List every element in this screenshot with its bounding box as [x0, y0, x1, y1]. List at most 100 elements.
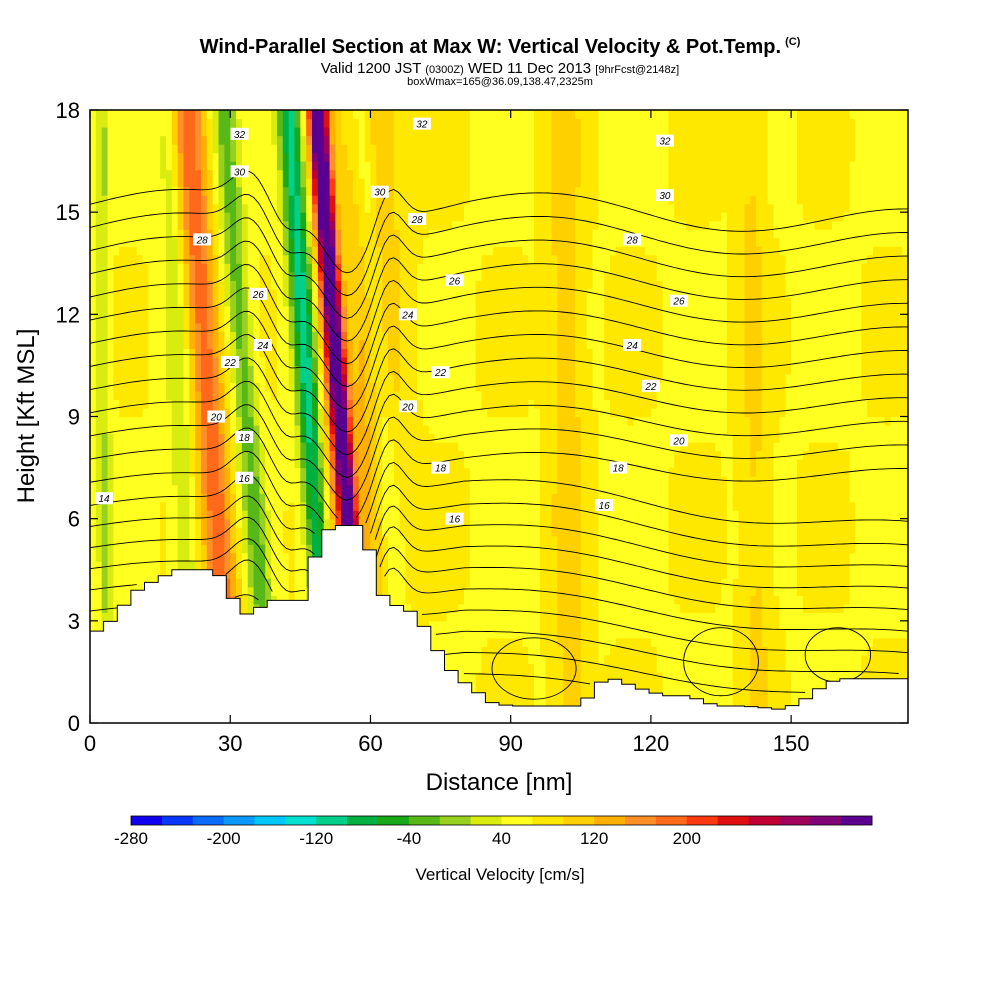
- velocity-cell: [358, 314, 366, 324]
- velocity-cell: [136, 425, 144, 435]
- velocity-cell: [136, 271, 144, 281]
- velocity-cell: [125, 484, 132, 494]
- velocity-cell: [434, 203, 442, 213]
- velocity-cell: [212, 322, 220, 332]
- velocity-cell: [423, 297, 430, 307]
- velocity-cell: [253, 178, 261, 188]
- velocity-cell: [469, 356, 477, 367]
- velocity-cell: [90, 237, 97, 247]
- velocity-cell: [440, 382, 448, 392]
- velocity-cell: [253, 305, 261, 315]
- velocity-cell: [335, 416, 342, 426]
- velocity-cell: [148, 280, 155, 290]
- velocity-cell: [294, 195, 301, 205]
- velocity-cell: [469, 118, 477, 128]
- velocity-cell: [452, 467, 459, 477]
- velocity-cell: [335, 152, 342, 162]
- velocity-cell: [276, 314, 284, 324]
- velocity-cell: [125, 467, 132, 477]
- velocity-cell: [271, 288, 278, 298]
- velocity-cell: [364, 459, 372, 469]
- velocity-cell: [417, 569, 424, 579]
- velocity-cell: [95, 459, 103, 469]
- velocity-cell: [306, 467, 313, 477]
- velocity-cell: [218, 373, 225, 384]
- velocity-cell: [288, 518, 296, 528]
- velocity-cell: [276, 178, 284, 188]
- velocity-cell: [434, 356, 442, 367]
- velocity-cell: [230, 518, 237, 528]
- velocity-cell: [417, 484, 424, 494]
- velocity-cell: [101, 178, 109, 188]
- velocity-cell: [165, 459, 173, 469]
- velocity-cell: [154, 169, 161, 179]
- velocity-cell: [458, 161, 465, 171]
- velocity-cell: [259, 586, 266, 596]
- velocity-cell: [481, 390, 488, 401]
- velocity-cell: [469, 220, 477, 230]
- velocity-cell: [300, 297, 307, 307]
- velocity-cell: [265, 110, 272, 120]
- velocity-cell: [294, 220, 301, 230]
- velocity-cell: [95, 586, 103, 596]
- velocity-cell: [387, 288, 395, 298]
- velocity-cell: [434, 186, 442, 196]
- velocity-cell: [370, 161, 377, 171]
- velocity-cell: [463, 271, 471, 281]
- velocity-cell: [154, 518, 161, 528]
- velocity-cell: [247, 348, 255, 358]
- velocity-cell: [107, 569, 114, 579]
- velocity-cell: [119, 476, 126, 486]
- velocity-cell: [387, 501, 395, 511]
- velocity-cell: [95, 339, 103, 349]
- velocity-cell: [323, 280, 331, 290]
- velocity-cell: [393, 501, 401, 511]
- velocity-cell: [481, 467, 488, 477]
- velocity-cell: [265, 390, 272, 401]
- velocity-cell: [101, 280, 109, 290]
- velocity-cell: [364, 246, 372, 256]
- velocity-cell: [265, 314, 272, 324]
- velocity-cell: [469, 229, 477, 239]
- velocity-cell: [224, 407, 231, 418]
- velocity-cell: [347, 331, 354, 341]
- velocity-cell: [364, 518, 372, 528]
- velocity-cell: [428, 569, 436, 579]
- velocity-cell: [148, 169, 155, 179]
- velocity-cell: [113, 348, 120, 358]
- velocity-cell: [329, 127, 336, 137]
- velocity-cell: [329, 314, 336, 324]
- velocity-cell: [469, 280, 477, 290]
- velocity-cell: [417, 152, 424, 162]
- velocity-cell: [206, 339, 214, 349]
- velocity-cell: [265, 186, 272, 196]
- velocity-cell: [113, 518, 120, 528]
- velocity-cell: [393, 382, 401, 392]
- velocity-cell: [481, 356, 488, 367]
- velocity-cell: [218, 220, 225, 230]
- velocity-cell: [452, 212, 459, 222]
- velocity-cell: [358, 416, 366, 426]
- velocity-cell: [136, 518, 144, 528]
- velocity-cell: [148, 339, 155, 349]
- velocity-cell: [154, 552, 161, 562]
- velocity-cell: [247, 110, 255, 120]
- velocity-cell: [247, 186, 255, 196]
- velocity-cell: [481, 212, 488, 222]
- velocity-cell: [119, 237, 126, 247]
- velocity-cell: [312, 144, 319, 154]
- velocity-cell: [294, 450, 301, 460]
- velocity-cell: [393, 442, 401, 452]
- velocity-cell: [434, 390, 442, 401]
- velocity-cell: [434, 220, 442, 230]
- velocity-cell: [201, 288, 208, 298]
- velocity-cell: [142, 365, 150, 375]
- velocity-cell: [148, 144, 155, 154]
- velocity-cell: [241, 144, 249, 154]
- velocity-cell: [90, 152, 97, 162]
- velocity-cell: [487, 620, 494, 630]
- velocity-cell: [154, 399, 161, 409]
- velocity-cell: [393, 544, 401, 554]
- velocity-cell: [259, 186, 266, 196]
- velocity-cell: [282, 365, 290, 375]
